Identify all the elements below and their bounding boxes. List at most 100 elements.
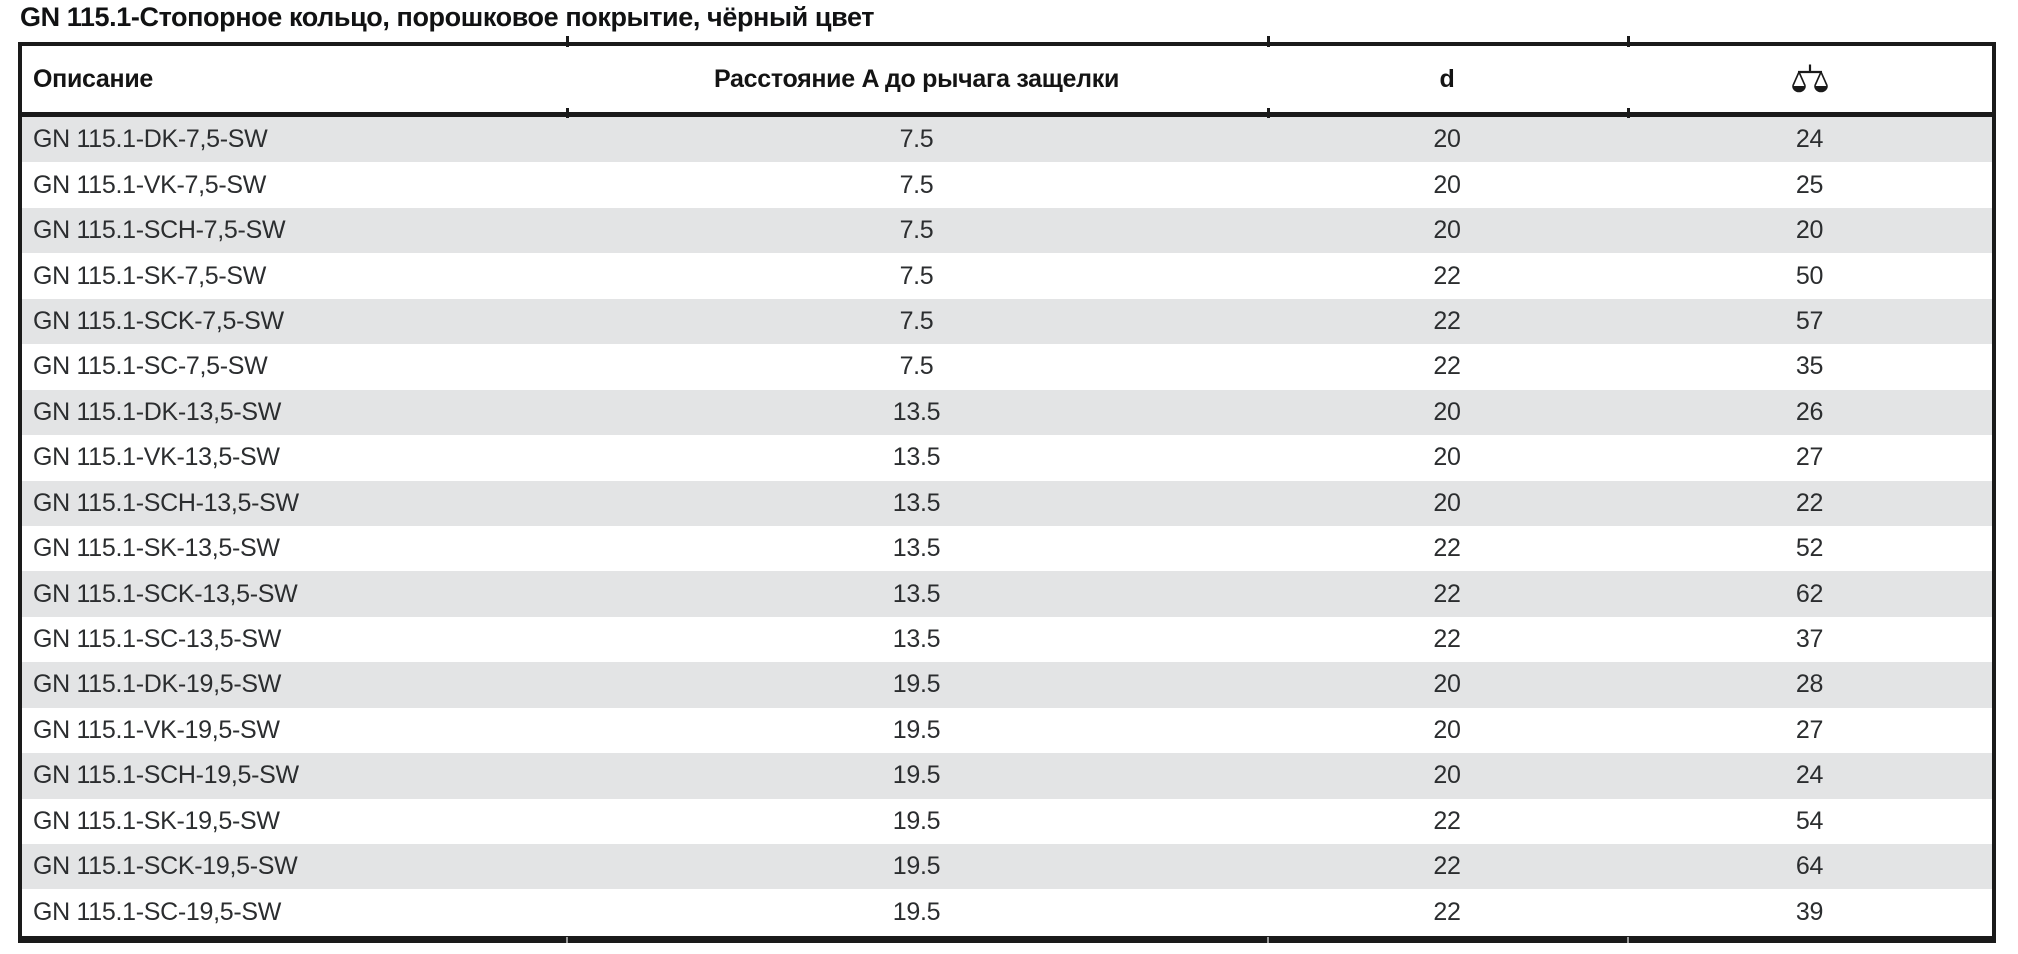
table-row: GN 115.1-SK-7,5-SW 7.5 22 50 <box>22 253 1992 298</box>
cell-distance: 19.5 <box>892 852 941 881</box>
column-separator-notch <box>1267 937 1269 943</box>
cell-weight: 27 <box>1795 715 1824 744</box>
table-row: GN 115.1-SC-19,5-SW 19.5 22 39 <box>22 889 1992 934</box>
table-header-row: Описание Расстояние A до рычага защелки … <box>22 46 1992 117</box>
cell-description: GN 115.1-VK-13,5-SW <box>33 443 280 472</box>
table-row: GN 115.1-SCH-13,5-SW 13.5 20 22 <box>22 480 1992 526</box>
cell-distance: 13.5 <box>892 625 941 654</box>
cell-distance: 19.5 <box>892 761 941 790</box>
cell-weight: 64 <box>1795 852 1824 881</box>
cell-description: GN 115.1-SK-13,5-SW <box>33 534 280 563</box>
table-row: GN 115.1-VK-13,5-SW 13.5 20 27 <box>22 435 1992 480</box>
table-row: GN 115.1-SCK-13,5-SW 13.5 22 62 <box>22 571 1992 617</box>
cell-description: GN 115.1-SC-7,5-SW <box>33 352 268 381</box>
cell-weight: 25 <box>1795 170 1824 199</box>
cell-weight: 39 <box>1795 897 1824 926</box>
cell-d: 20 <box>1433 670 1461 699</box>
cell-weight: 20 <box>1795 216 1824 245</box>
cell-d: 22 <box>1433 852 1461 881</box>
cell-d: 20 <box>1433 397 1461 426</box>
cell-d: 22 <box>1433 579 1461 608</box>
column-separator-tick <box>566 36 569 47</box>
cell-weight: 50 <box>1795 261 1824 290</box>
cell-description: GN 115.1-SCH-19,5-SW <box>33 761 299 790</box>
table-row: GN 115.1-DK-19,5-SW 19.5 20 28 <box>22 662 1992 708</box>
cell-d: 22 <box>1433 625 1461 654</box>
cell-d: 20 <box>1433 488 1461 517</box>
cell-distance: 7.5 <box>899 306 934 335</box>
cell-distance: 19.5 <box>892 715 941 744</box>
cell-d: 22 <box>1433 352 1461 381</box>
cell-d: 20 <box>1433 125 1461 154</box>
cell-distance: 7.5 <box>899 352 934 381</box>
cell-description: GN 115.1-VK-19,5-SW <box>33 715 280 744</box>
table-row: GN 115.1-VK-19,5-SW 19.5 20 27 <box>22 708 1992 753</box>
cell-weight: 24 <box>1795 125 1824 154</box>
cell-d: 20 <box>1433 715 1461 744</box>
cell-description: GN 115.1-SCH-7,5-SW <box>33 216 286 245</box>
cell-weight: 52 <box>1795 534 1824 563</box>
cell-d: 20 <box>1433 170 1461 199</box>
cell-distance: 13.5 <box>892 488 941 517</box>
cell-weight: 62 <box>1795 579 1824 608</box>
cell-distance: 7.5 <box>899 261 934 290</box>
column-separator-tick <box>1267 36 1270 47</box>
balance-scale-icon <box>1790 57 1830 101</box>
cell-weight: 28 <box>1795 670 1824 699</box>
cell-d: 22 <box>1433 897 1461 926</box>
cell-distance: 19.5 <box>892 670 941 699</box>
cell-distance: 7.5 <box>899 125 934 154</box>
cell-weight: 24 <box>1795 761 1824 790</box>
column-separator-tick <box>566 108 569 118</box>
cell-distance: 19.5 <box>892 806 941 835</box>
cell-weight: 54 <box>1795 806 1824 835</box>
table-row: GN 115.1-SCK-19,5-SW 19.5 22 64 <box>22 844 1992 890</box>
cell-description: GN 115.1-DK-19,5-SW <box>33 670 282 699</box>
cell-weight: 35 <box>1795 352 1824 381</box>
table-row: GN 115.1-DK-13,5-SW 13.5 20 26 <box>22 389 1992 436</box>
column-separator-tick <box>1627 108 1630 118</box>
page-title: GN 115.1-Стопорное кольцо, порошковое по… <box>20 2 875 32</box>
cell-description: GN 115.1-DK-13,5-SW <box>33 397 282 426</box>
cell-distance: 7.5 <box>899 216 934 245</box>
cell-weight: 27 <box>1795 443 1824 472</box>
table-row: GN 115.1-SCK-7,5-SW 7.5 22 57 <box>22 298 1992 345</box>
table-row: GN 115.1-SK-13,5-SW 13.5 22 52 <box>22 526 1992 571</box>
cell-description: GN 115.1-SK-19,5-SW <box>33 806 280 835</box>
cell-distance: 19.5 <box>892 897 941 926</box>
table-row: GN 115.1-SK-19,5-SW 19.5 22 54 <box>22 799 1992 844</box>
header-d: d <box>1439 64 1455 93</box>
column-separator-tick <box>1267 108 1270 118</box>
table-row: GN 115.1-SCH-7,5-SW 7.5 20 20 <box>22 207 1992 254</box>
cell-description: GN 115.1-SK-7,5-SW <box>33 261 267 290</box>
cell-d: 22 <box>1433 261 1461 290</box>
cell-distance: 7.5 <box>899 170 934 199</box>
table-row: GN 115.1-SC-7,5-SW 7.5 22 35 <box>22 344 1992 389</box>
cell-description: GN 115.1-SCH-13,5-SW <box>33 488 299 517</box>
table-row: GN 115.1-DK-7,5-SW 7.5 20 24 <box>22 117 1992 163</box>
cell-description: GN 115.1-SCK-13,5-SW <box>33 579 298 608</box>
cell-description: GN 115.1-SC-19,5-SW <box>33 897 282 926</box>
cell-d: 22 <box>1433 306 1461 335</box>
cell-d: 20 <box>1433 443 1461 472</box>
cell-d: 20 <box>1433 761 1461 790</box>
product-spec-table: Описание Расстояние A до рычага защелки … <box>18 42 1996 943</box>
cell-weight: 57 <box>1795 306 1824 335</box>
cell-weight: 26 <box>1795 397 1824 426</box>
cell-d: 22 <box>1433 534 1461 563</box>
cell-distance: 13.5 <box>892 534 941 563</box>
cell-distance: 13.5 <box>892 397 941 426</box>
header-weight <box>1627 46 1992 112</box>
cell-description: GN 115.1-DK-7,5-SW <box>33 125 268 154</box>
cell-description: GN 115.1-SCK-19,5-SW <box>33 852 298 881</box>
table-row: GN 115.1-SCH-19,5-SW 19.5 20 24 <box>22 753 1992 799</box>
column-separator-tick <box>1627 36 1630 47</box>
cell-weight: 22 <box>1795 488 1824 517</box>
cell-distance: 13.5 <box>892 579 941 608</box>
cell-d: 20 <box>1433 216 1461 245</box>
table-row: GN 115.1-VK-7,5-SW 7.5 20 25 <box>22 162 1992 207</box>
cell-description: GN 115.1-SC-13,5-SW <box>33 625 282 654</box>
cell-description: GN 115.1-SCK-7,5-SW <box>33 306 284 335</box>
header-description: Описание <box>33 64 153 93</box>
